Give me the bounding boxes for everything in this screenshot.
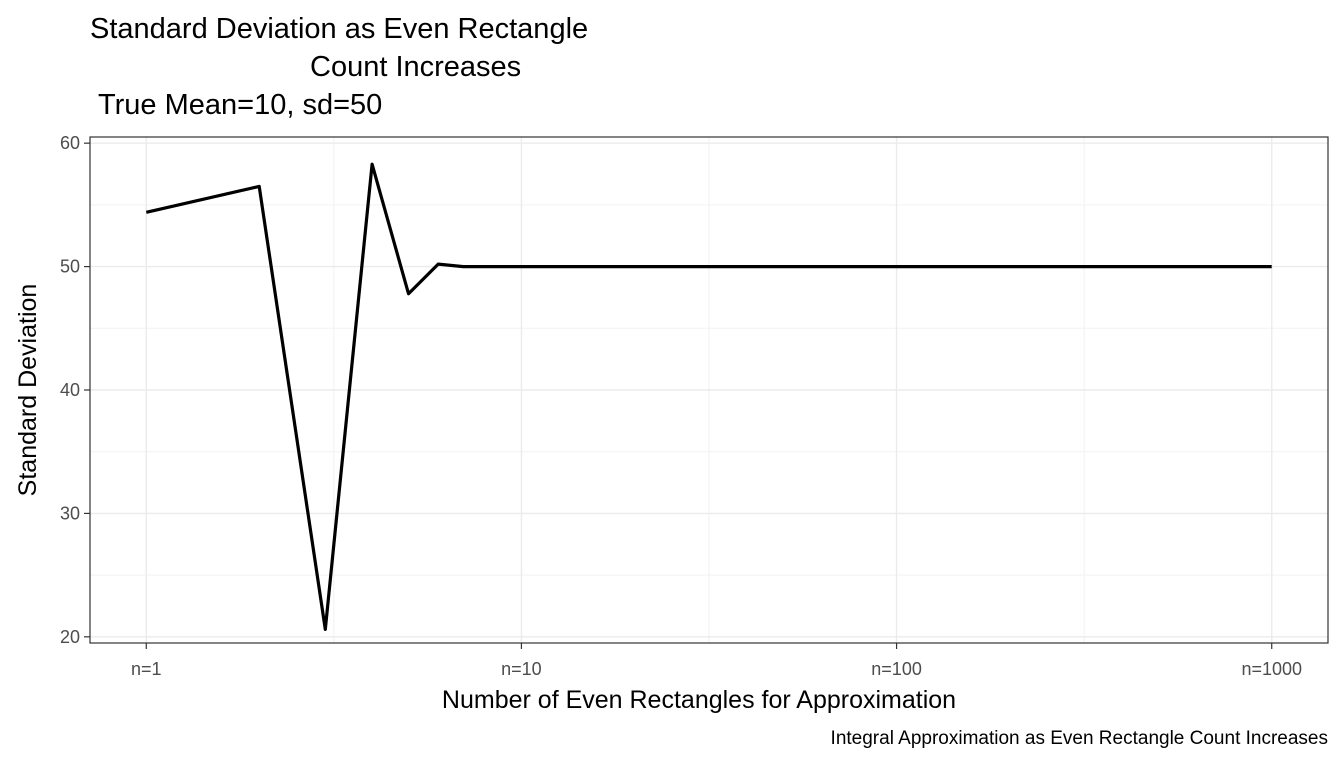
- x-axis-ticks: n=1 n=10 n=100 n=1000: [131, 643, 1302, 679]
- y-tick-label: 60: [60, 133, 80, 153]
- x-tick-label: n=1000: [1241, 659, 1302, 679]
- x-tick-label: n=10: [501, 659, 542, 679]
- chart-title-line-2: Count Increases: [310, 51, 522, 83]
- x-tick-label: n=100: [871, 659, 922, 679]
- chart-caption: Integral Approximation as Even Rectangle…: [830, 728, 1328, 749]
- series-line: [145, 162, 1272, 631]
- x-tick-label: n=1: [131, 659, 162, 679]
- y-tick-label: 30: [60, 503, 80, 523]
- y-axis-ticks: 20 30 40 50 60: [60, 133, 90, 647]
- y-tick-label: 20: [60, 627, 80, 647]
- chart-subtitle: True Mean=10, sd=50: [98, 89, 383, 121]
- y-tick-label: 50: [60, 257, 80, 277]
- x-axis-title: Number of Even Rectangles for Approximat…: [442, 686, 956, 714]
- y-axis-title: Standard Deviation: [14, 284, 42, 497]
- chart-title-line-1: Standard Deviation as Even Rectangle: [90, 13, 589, 45]
- y-tick-label: 40: [60, 380, 80, 400]
